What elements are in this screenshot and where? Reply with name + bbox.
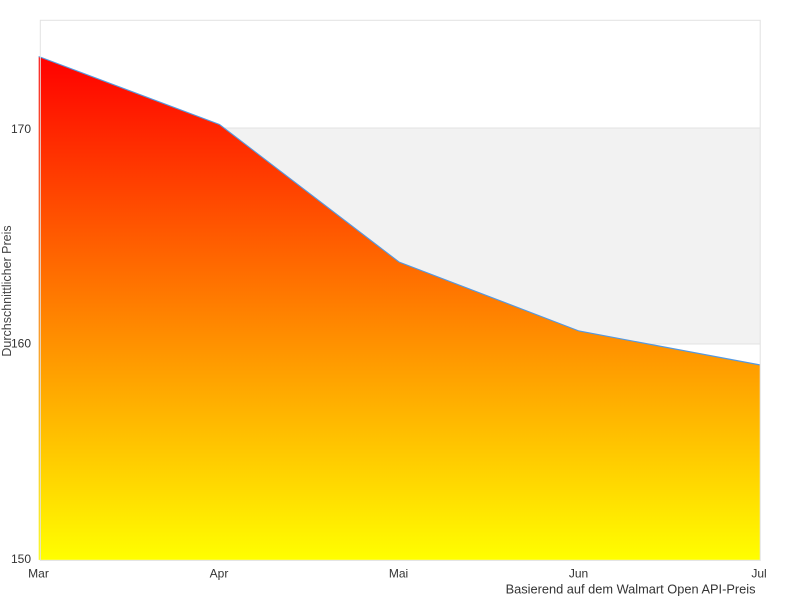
svg-text:150: 150: [11, 552, 31, 566]
svg-text:Jun: Jun: [569, 567, 588, 581]
svg-text:Basierend auf dem Walmart Open: Basierend auf dem Walmart Open API-Preis: [506, 582, 756, 597]
svg-text:170: 170: [11, 122, 31, 136]
svg-text:Jul: Jul: [751, 567, 766, 581]
svg-text:Mai: Mai: [389, 567, 408, 581]
svg-text:Apr: Apr: [210, 567, 229, 581]
svg-text:Durchschnittlicher Preis: Durchschnittlicher Preis: [0, 225, 14, 356]
svg-text:160: 160: [11, 337, 31, 351]
svg-text:Mar: Mar: [28, 567, 49, 581]
